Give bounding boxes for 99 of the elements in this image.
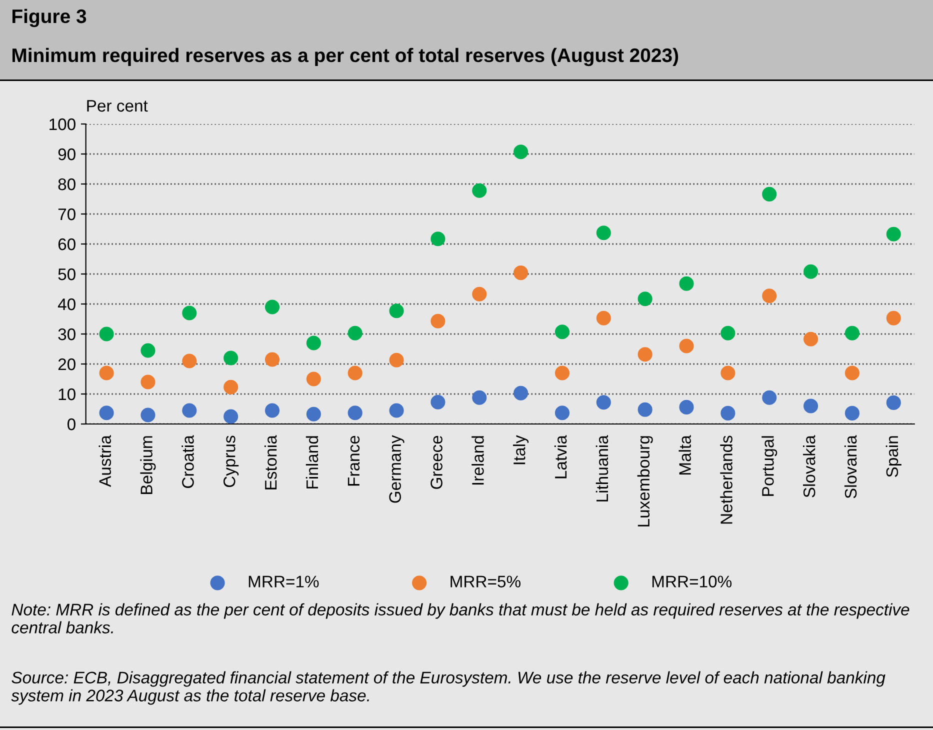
y-tick-label: 60 [58,238,76,250]
y-tick-label: 40 [58,298,76,310]
point [679,400,694,414]
text: Note: MRR is defined as the per cent of deposits issued by banks that must be held as required reserves at the respective central banks. [12,603,910,634]
point [99,406,114,420]
point [844,326,860,340]
point [140,343,156,358]
point [762,390,777,405]
x-tick-label: Germany [389,435,404,503]
y-tick-label: 70 [58,208,76,220]
point [182,403,197,418]
point [596,310,611,326]
x-tick-label: Finland [306,436,318,488]
y-tick-label: 50 [58,268,76,280]
point [554,366,570,380]
point [679,276,694,291]
x-tick-label: Ireland [472,436,484,485]
x-tick-label: Cyprus [223,436,239,488]
point [224,409,238,424]
x-tick-label: Belgium [140,436,156,494]
point [514,266,528,280]
point [348,326,362,340]
point [224,380,238,394]
point [348,406,362,420]
point [140,374,156,390]
point [638,347,652,362]
source-note: Source: ECB, Disaggregated financial statement of the Eurosystem. We use the reserve level of each national banking system in 2023 August as the total reserve base. [11,671,886,705]
point [306,372,321,386]
point [264,300,280,314]
x-tick-label: Netherlands [720,436,732,524]
point [844,406,860,420]
point [472,390,487,405]
y-tick-label: 80 [58,178,76,190]
point [514,144,528,160]
y-tick-label: 10 [58,388,76,400]
point [762,288,777,304]
point [886,395,901,410]
point [182,354,197,368]
point [348,366,362,380]
x-tick-label: France [348,436,360,486]
x-tick-label: Estonia [264,435,277,490]
point [638,292,652,306]
point [472,286,487,302]
point [389,304,404,318]
point [844,366,860,380]
point [886,226,901,242]
point [638,402,652,417]
point [720,366,736,380]
x-tick-label: Portugal [762,436,778,496]
x-tick-label: Slovania [844,435,857,498]
point [306,336,321,350]
point [430,232,446,246]
point [140,408,156,422]
point [886,310,901,326]
point [99,326,114,342]
point [803,264,818,279]
x-tick-label: Italy [513,435,529,464]
legend-label: MRR=1% [248,576,319,588]
x-tick-label: Croatia [182,435,194,488]
point [264,352,280,367]
chart-subtitle: Minimum required reserves as a per cent of total reserves (August 2023) [12,48,678,66]
point [720,406,736,420]
point [430,314,446,328]
point [514,386,528,400]
x-tick-label: Slovakia [803,435,816,498]
point [389,352,404,368]
y-tick-label: 0 [67,418,76,430]
legend-label: MRR=5% [450,576,520,588]
x-tick-label: Lithuania [596,435,608,502]
y-tick-label: 100 [50,118,76,130]
point [224,350,238,366]
x-tick-label: Luxembourg [637,436,653,526]
point [99,366,114,380]
x-tick-label: Spain [886,436,902,477]
y-tick-label: 90 [58,148,76,160]
chart-title: Figure 3 [12,8,86,28]
point [264,403,280,418]
y-tick-label: 20 [58,358,76,370]
legend-label: MRR=10% [652,576,732,588]
point [596,395,611,410]
y-axis-title: Per cent [87,100,148,112]
point [554,324,570,340]
x-tick-label: Austria [98,435,112,487]
point [803,332,818,346]
point [554,406,570,420]
point [430,394,446,410]
point [389,403,404,418]
y-tick-label: 30 [58,328,76,340]
point [472,183,487,198]
point [679,338,694,354]
x-tick-label: Greece [430,436,442,489]
point [720,326,736,340]
point [762,186,777,202]
point [596,226,611,240]
point [306,406,321,422]
x-tick-label: Latvia [554,435,567,478]
point [803,398,818,414]
x-tick-label: Malta [678,435,691,474]
point [182,306,197,320]
